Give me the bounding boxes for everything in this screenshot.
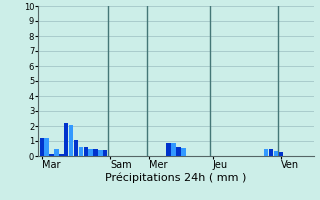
Bar: [274, 151, 278, 156]
Bar: [74, 140, 78, 156]
Bar: [54, 148, 59, 156]
Bar: [279, 152, 283, 156]
Bar: [84, 147, 88, 156]
Bar: [93, 149, 98, 156]
Bar: [269, 149, 273, 156]
Bar: [172, 143, 176, 156]
Bar: [98, 150, 103, 156]
Bar: [264, 149, 268, 156]
Bar: [103, 150, 108, 156]
Bar: [166, 142, 171, 156]
Bar: [69, 124, 73, 156]
Bar: [79, 147, 83, 156]
Bar: [181, 148, 186, 156]
Bar: [64, 123, 68, 156]
Bar: [176, 147, 180, 156]
Bar: [40, 138, 44, 156]
Bar: [49, 154, 54, 156]
Bar: [88, 149, 93, 156]
Bar: [59, 154, 64, 156]
Bar: [44, 138, 49, 156]
X-axis label: Précipitations 24h ( mm ): Précipitations 24h ( mm ): [105, 173, 247, 183]
